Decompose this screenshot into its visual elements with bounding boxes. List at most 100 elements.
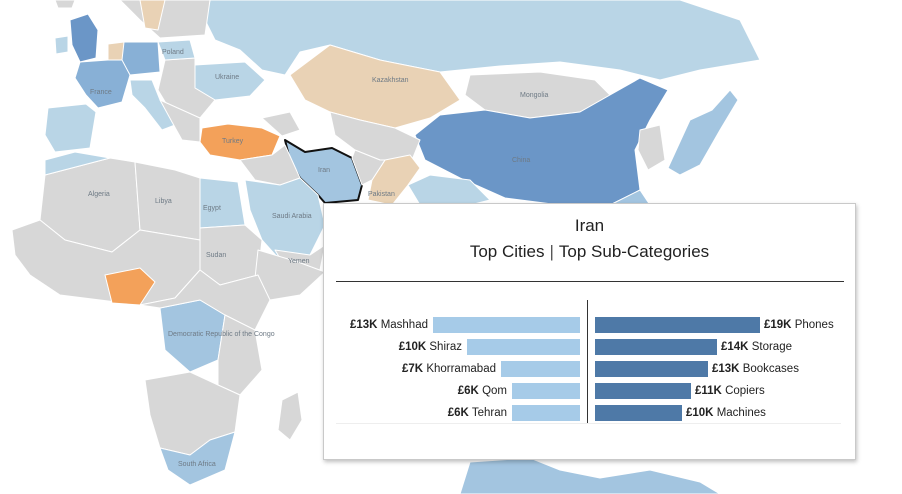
country-indonesia[interactable] (459, 457, 721, 494)
city-row[interactable]: £7K Khorramabad (324, 361, 855, 377)
sub-category-value: £13K (712, 363, 740, 375)
city-row[interactable]: £10K Shiraz (324, 339, 855, 355)
map-label-france: France (90, 89, 112, 96)
tooltip-tabs: Top Cities | Top Sub-Categories (324, 242, 855, 262)
city-label: £10K Shiraz (399, 339, 462, 355)
map-label-egypt: Egypt (203, 205, 221, 212)
map-label-drc: Democratic Republic of the Congo (168, 331, 275, 338)
country-nigeria[interactable] (104, 267, 156, 306)
tooltip-header-divider (336, 281, 844, 282)
city-row[interactable]: £13K Mashhad (324, 317, 855, 333)
map-label-sudan: Sudan (206, 252, 226, 259)
city-label: £6K Tehran (448, 405, 507, 421)
map-label-yemen: Yemen (288, 258, 310, 265)
country-poland[interactable] (157, 39, 196, 61)
country-ireland[interactable] (54, 35, 69, 55)
country-caucasus[interactable] (261, 111, 301, 137)
sub-category-name: Copiers (725, 385, 765, 397)
sub-category-row[interactable]: £11K Copiers (324, 383, 855, 399)
sub-category-row[interactable]: £19K Phones (324, 317, 855, 333)
sub-category-name: Bookcases (742, 363, 799, 375)
map-label-turkey: Turkey (222, 138, 244, 145)
country-italy[interactable] (129, 79, 176, 131)
tooltip-column-divider (587, 300, 588, 424)
sub-category-name: Phones (794, 319, 834, 331)
city-name: Shiraz (429, 341, 462, 353)
sub-category-label: £10K Machines (686, 405, 766, 421)
city-name: Khorramabad (426, 363, 496, 375)
country-saudi-arabia[interactable] (244, 177, 326, 261)
map-label-ukraine: Ukraine (215, 74, 239, 81)
map-label-algeria: Algeria (88, 191, 110, 198)
tab-top-cities[interactable]: Top Cities (469, 242, 545, 261)
country-tooltip: Iran Top Cities | Top Sub-Categories £13K … (323, 203, 856, 460)
sub-category-label: £13K Bookcases (712, 361, 799, 377)
sub-category-bar[interactable] (595, 383, 691, 399)
sub-category-bar[interactable] (595, 361, 708, 377)
country-russia[interactable] (204, 0, 761, 81)
tooltip-bottom-divider (336, 423, 841, 424)
city-value: £10K (398, 341, 427, 353)
city-bar[interactable] (467, 339, 580, 355)
sub-category-bar[interactable] (595, 339, 717, 355)
country-china[interactable] (414, 77, 669, 206)
city-bar[interactable] (433, 317, 580, 333)
sub-category-label: £11K Copiers (695, 383, 765, 399)
map-label-pakistan: Pakistan (368, 191, 395, 198)
sub-category-bar[interactable] (595, 317, 760, 333)
sub-category-bar[interactable] (595, 405, 682, 421)
country-egypt[interactable] (199, 177, 246, 229)
country-netherlands[interactable] (107, 41, 125, 61)
country-eastern-europe[interactable] (157, 57, 216, 119)
tab-separator: | (549, 242, 554, 261)
city-name: Qom (482, 385, 507, 397)
country-north-east-asia[interactable] (637, 124, 666, 171)
sub-category-value: £19K (764, 319, 792, 331)
country-uk[interactable] (69, 13, 99, 63)
map-label-iran: Iran (318, 167, 330, 174)
country-france[interactable] (74, 59, 131, 109)
city-name: Mashhad (380, 319, 428, 331)
country-norway[interactable] (139, 0, 166, 31)
country-japan[interactable] (667, 89, 739, 176)
sub-category-value: £14K (721, 341, 749, 353)
city-value: £6K (447, 407, 469, 419)
map-label-china: China (512, 157, 530, 164)
map-label-south-africa: South Africa (178, 461, 216, 468)
city-row[interactable]: £6K Qom (324, 383, 855, 399)
sub-category-row[interactable]: £14K Storage (324, 339, 855, 355)
country-kazakhstan[interactable] (289, 44, 461, 129)
city-label: £6K Qom (458, 383, 507, 399)
city-label: £7K Khorramabad (402, 361, 496, 377)
sub-category-row[interactable]: £10K Machines (324, 405, 855, 421)
sub-category-value: £10K (686, 407, 714, 419)
city-bar[interactable] (512, 383, 580, 399)
city-row[interactable]: £6K Tehran (324, 405, 855, 421)
city-bar[interactable] (512, 405, 580, 421)
tab-top-sub-categories[interactable]: Top Sub-Categories (558, 242, 710, 261)
sub-category-value: £11K (695, 385, 722, 397)
country-madagascar[interactable] (277, 391, 303, 441)
country-pakistan[interactable] (367, 154, 421, 206)
country-greenland-tip[interactable] (54, 0, 76, 9)
country-balkans[interactable] (159, 99, 201, 143)
city-value: £7K (402, 363, 424, 375)
map-label-kazakhstan: Kazakhstan (372, 77, 409, 84)
country-afghanistan[interactable] (351, 149, 386, 186)
city-name: Tehran (471, 407, 507, 419)
city-value: £13K (349, 319, 378, 331)
sub-category-label: £14K Storage (721, 339, 792, 355)
sub-category-name: Machines (716, 407, 766, 419)
country-central-africa[interactable] (139, 269, 271, 331)
country-morocco[interactable] (44, 151, 111, 176)
sub-category-name: Storage (751, 341, 792, 353)
tooltip-country-name: Iran (574, 216, 605, 235)
country-spain-portugal[interactable] (44, 103, 97, 153)
sub-category-row[interactable]: £13K Bookcases (324, 361, 855, 377)
city-bar[interactable] (501, 361, 580, 377)
map-label-saudi-arabia: Saudi Arabia (272, 213, 312, 220)
sub-category-label: £19K Phones (764, 317, 834, 333)
map-label-poland: Poland (162, 49, 184, 56)
country-south-africa[interactable] (159, 431, 236, 486)
city-value: £6K (457, 385, 479, 397)
